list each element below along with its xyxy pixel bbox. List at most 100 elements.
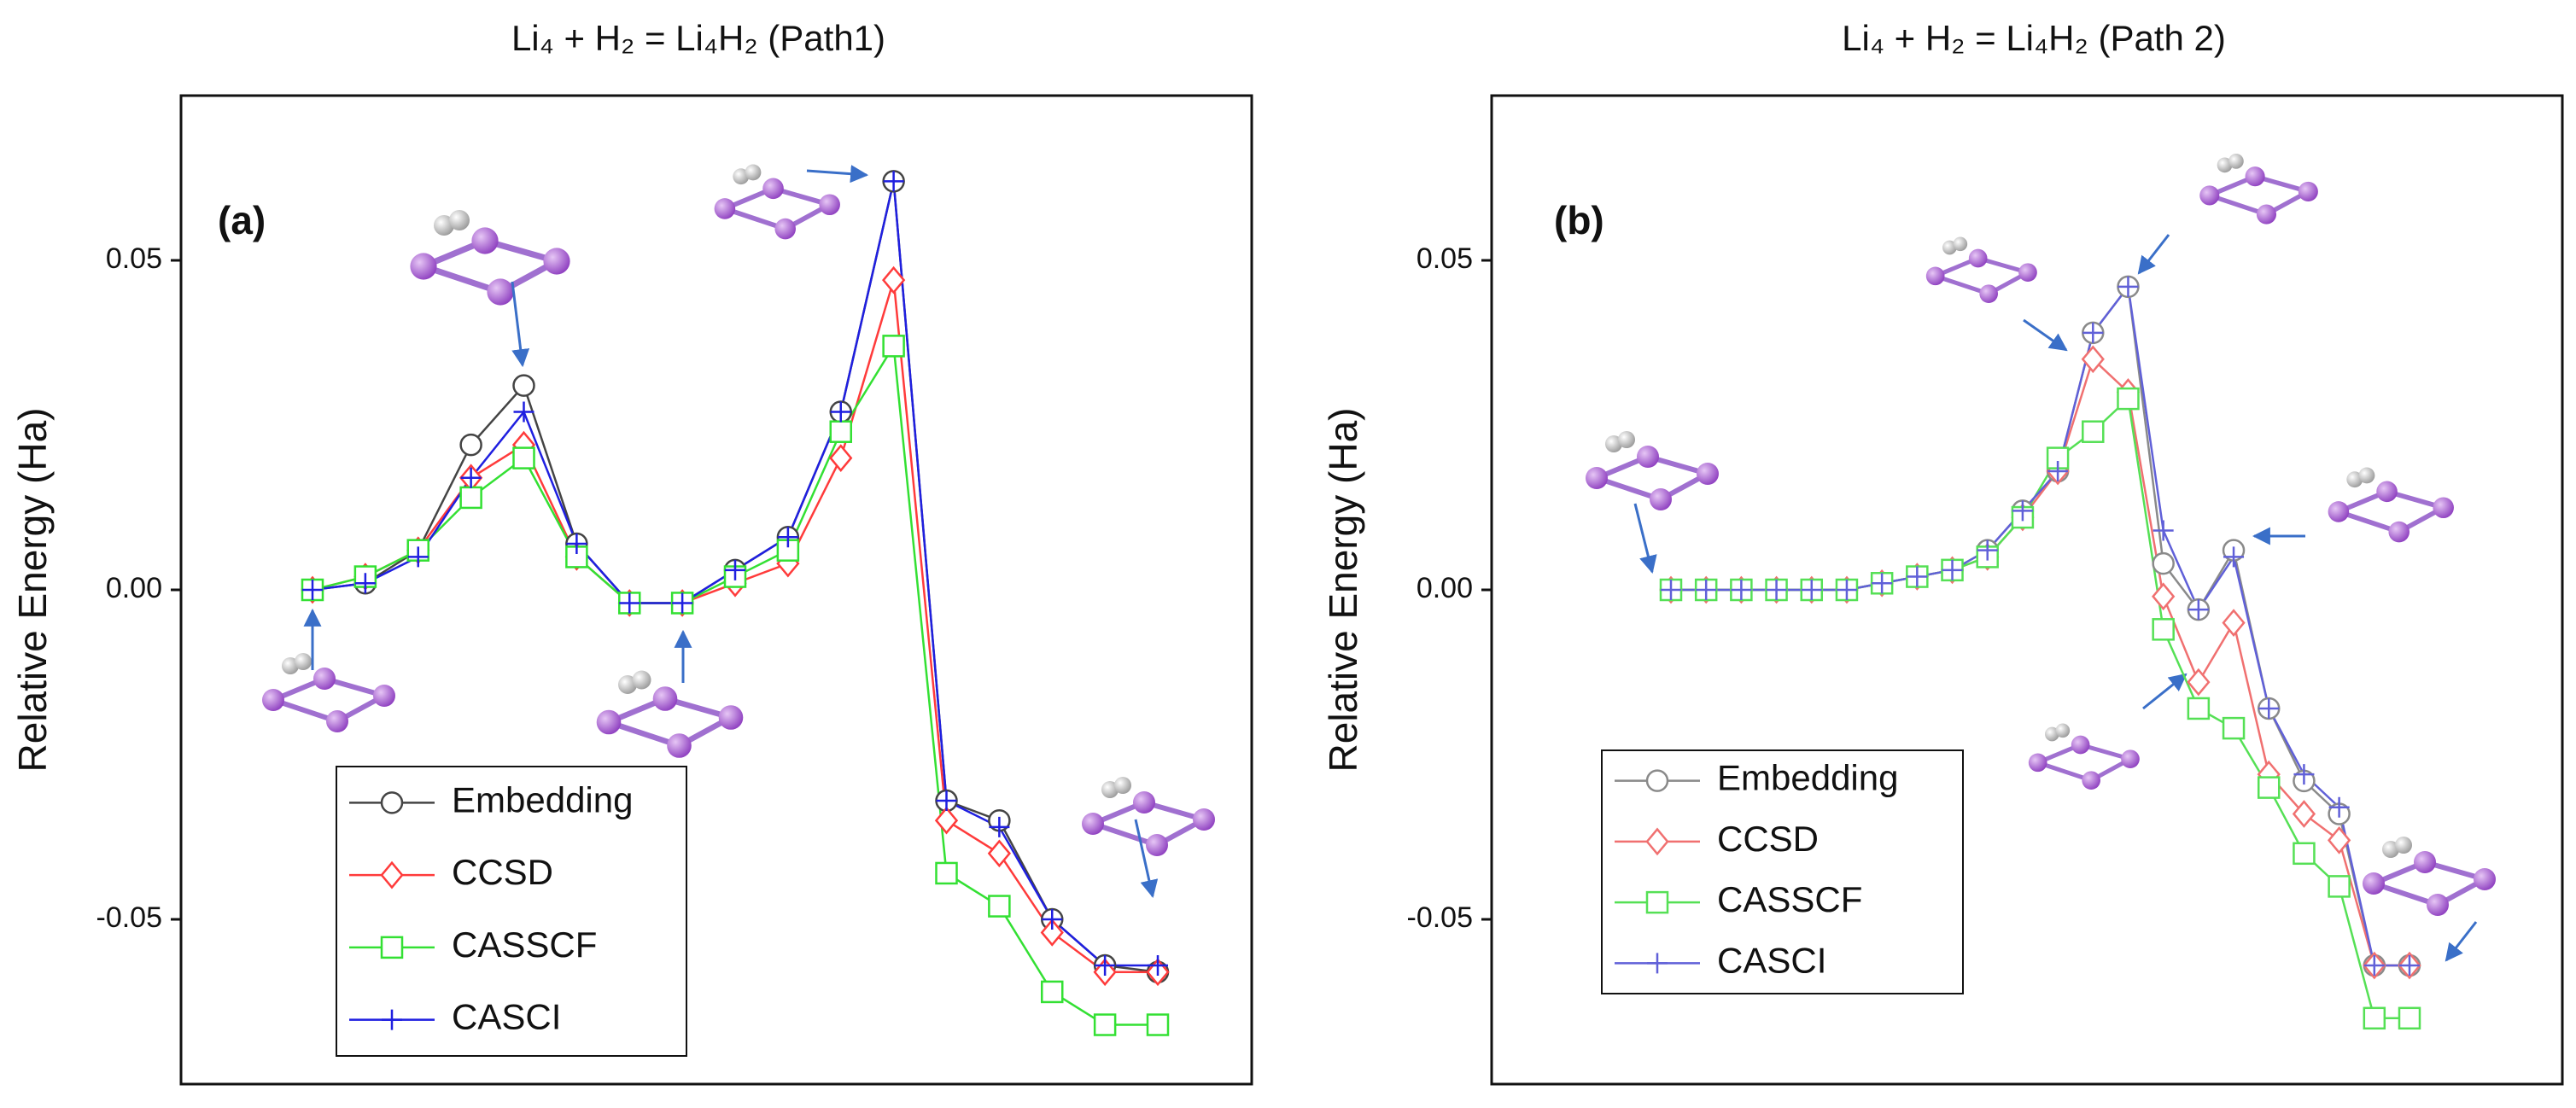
data-point	[883, 171, 904, 192]
y-tick-label: 0.00	[1417, 572, 1473, 604]
data-point	[2152, 551, 2175, 575]
y-tick-label: 0.05	[106, 242, 162, 275]
data-point	[2047, 461, 2069, 482]
panel-label: (b)	[1554, 198, 1604, 242]
data-point	[2082, 322, 2104, 343]
data-point	[936, 790, 957, 812]
y-axis-label: Relative Energy (Ha)	[1321, 408, 1365, 773]
legend-marker	[1645, 890, 1669, 914]
legend-marker	[380, 936, 404, 959]
y-tick-label: -0.05	[1407, 901, 1474, 934]
data-point	[829, 420, 852, 443]
data-point	[1731, 580, 1752, 600]
data-point	[934, 806, 959, 835]
legend-marker	[1647, 953, 1668, 974]
data-point	[1836, 580, 1857, 600]
legend-marker	[1645, 769, 1669, 792]
data-point	[988, 895, 1011, 918]
data-point	[1801, 580, 1822, 600]
data-point	[513, 401, 534, 423]
legend-marker	[380, 791, 404, 814]
data-point	[1093, 1013, 1117, 1036]
data-point	[2328, 796, 2350, 818]
data-point	[1042, 909, 1063, 930]
data-point	[777, 527, 798, 548]
data-point	[2222, 716, 2246, 740]
data-point	[1040, 918, 1064, 947]
data-point	[2117, 276, 2139, 297]
legend-label: CASCI	[1717, 940, 1826, 980]
legend-label: CCSD	[452, 852, 553, 892]
data-point	[987, 839, 1012, 868]
data-point	[725, 559, 745, 580]
data-point	[2293, 764, 2315, 785]
data-point	[2152, 582, 2176, 611]
data-point	[2012, 500, 2033, 522]
legend-marker	[1645, 827, 1669, 856]
data-point	[459, 486, 482, 510]
decorations	[262, 154, 2496, 962]
data-point	[830, 401, 851, 423]
series-line	[1671, 283, 2410, 967]
data-point	[2152, 618, 2175, 641]
legend-label: Embedding	[1717, 758, 1898, 798]
data-point	[2363, 955, 2385, 977]
data-point	[1872, 573, 1893, 594]
data-point	[2398, 1006, 2421, 1030]
data-point	[882, 265, 906, 294]
data-point	[566, 533, 587, 554]
data-point	[2363, 1006, 2386, 1030]
data-point	[1661, 580, 1681, 600]
data-point	[829, 444, 853, 472]
data-point	[1148, 955, 1168, 977]
data-point	[2293, 842, 2316, 866]
data-point	[1041, 980, 1064, 1004]
data-point	[2187, 668, 2211, 697]
legend-marker	[382, 1009, 402, 1030]
legend-box	[336, 766, 687, 1057]
data-point	[1907, 566, 1928, 587]
data-point	[2082, 420, 2105, 443]
chart-title: Li₄ + H₂ = Li₄H₂ (Path1)	[511, 18, 885, 58]
data-point	[2292, 800, 2316, 828]
panel-label: (a)	[218, 198, 266, 242]
y-tick-label: 0.05	[1417, 242, 1473, 275]
legend-label: CASSCF	[1717, 879, 1862, 919]
data-point	[2153, 520, 2174, 541]
data-point	[354, 573, 376, 594]
data-point	[2222, 609, 2246, 637]
y-tick-label: 0.00	[106, 572, 162, 604]
data-point	[1146, 1013, 1170, 1036]
data-point	[2081, 345, 2105, 374]
data-point	[460, 467, 482, 488]
data-point	[882, 335, 905, 358]
data-point	[302, 580, 323, 600]
data-point	[2327, 826, 2351, 854]
data-point	[935, 861, 958, 885]
data-point	[2188, 599, 2209, 621]
legend-label: Embedding	[452, 779, 633, 819]
data-point	[512, 374, 535, 397]
legend-label: CASCI	[452, 997, 561, 1037]
data-point	[1942, 559, 1963, 580]
data-point	[989, 816, 1010, 837]
y-tick-label: -0.05	[96, 901, 163, 934]
y-axis-label: Relative Energy (Ha)	[10, 408, 55, 773]
legend-label: CCSD	[1717, 819, 1819, 859]
data-point	[2258, 697, 2280, 719]
data-point	[2117, 387, 2140, 411]
data-point	[407, 546, 429, 568]
data-point	[1095, 955, 1116, 977]
data-point	[459, 433, 482, 457]
data-point	[1766, 580, 1787, 600]
legend-label: CASSCF	[452, 924, 597, 965]
chart-title: Li₄ + H₂ = Li₄H₂ (Path 2)	[1842, 18, 2226, 58]
data-point	[512, 446, 535, 469]
data-point	[2187, 697, 2211, 720]
data-point	[1977, 539, 1998, 561]
data-point	[1696, 580, 1717, 600]
legend-marker	[380, 860, 404, 889]
data-point	[2399, 955, 2420, 977]
data-point	[619, 592, 640, 614]
